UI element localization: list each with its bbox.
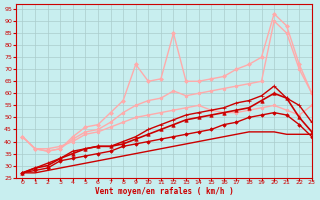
X-axis label: Vent moyen/en rafales ( km/h ): Vent moyen/en rafales ( km/h ) xyxy=(95,187,233,196)
